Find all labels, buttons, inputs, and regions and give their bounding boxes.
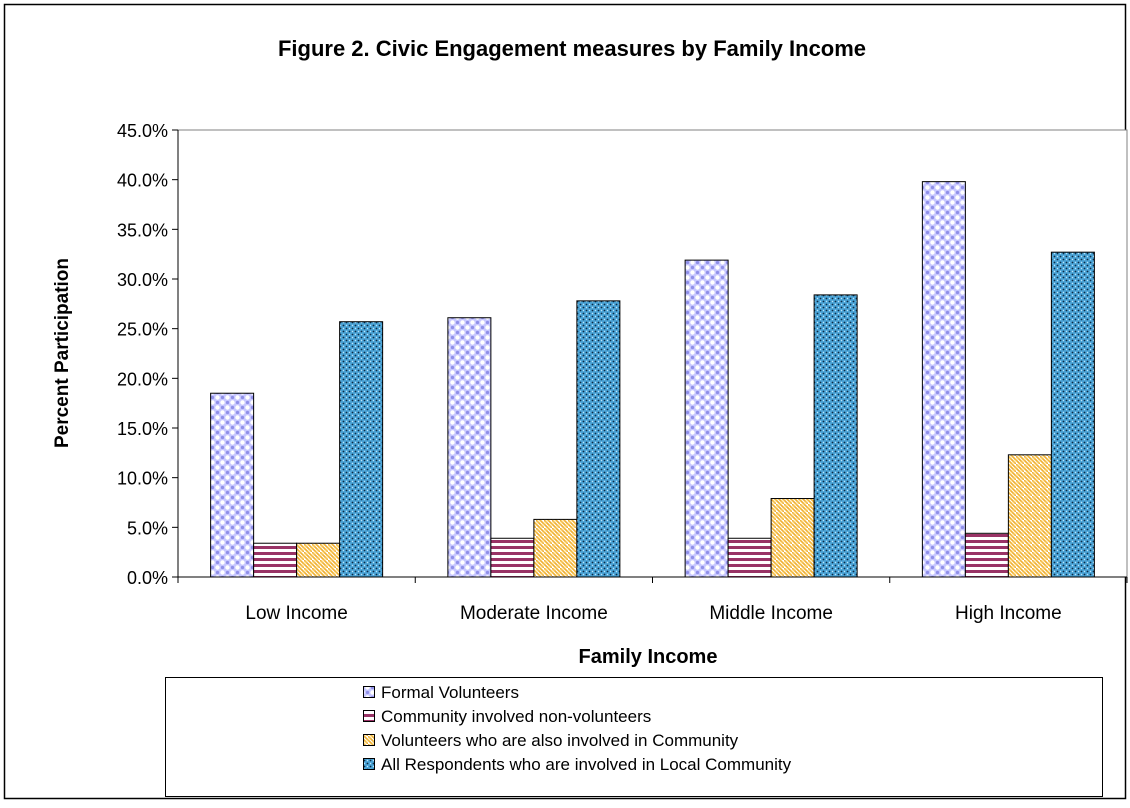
y-tick-label: 20.0% xyxy=(117,369,168,389)
bar-1-3 xyxy=(684,259,729,578)
bar-2-4 xyxy=(964,532,1009,578)
bar-4-2 xyxy=(576,300,621,578)
y-tick-label: 45.0% xyxy=(117,121,168,141)
bar-1-2 xyxy=(447,317,492,578)
legend-swatch xyxy=(363,758,375,770)
chart-title: Figure 2. Civic Engagement measures by F… xyxy=(278,36,866,61)
y-tick-label: 30.0% xyxy=(117,270,168,290)
legend-label: Volunteers who are also involved in Comm… xyxy=(381,731,739,750)
plot-area xyxy=(177,129,1128,578)
y-tick-label: 40.0% xyxy=(117,171,168,191)
y-tick-label: 25.0% xyxy=(117,320,168,340)
bar-2-2 xyxy=(490,537,535,578)
x-tick-label: Moderate Income xyxy=(460,603,608,624)
legend: Formal Volunteers Community involved non-… xyxy=(363,683,792,774)
y-tick-label: 10.0% xyxy=(117,469,168,489)
legend-swatch xyxy=(363,734,375,746)
bar-3-2 xyxy=(533,518,578,578)
bar-1-4 xyxy=(921,181,966,578)
bar-4-1 xyxy=(339,321,384,578)
y-tick-label: 15.0% xyxy=(117,419,168,439)
y-axis: 0.0% 5.0% 10.0% 15.0% 20.0% 25.0% 30.0% 35.0% 40… xyxy=(117,121,179,588)
x-axis-label: Family Income xyxy=(579,646,718,668)
legend-box xyxy=(165,677,1103,797)
y-axis-label: Percent Participation xyxy=(52,258,73,448)
bar-4-4 xyxy=(1050,251,1095,578)
x-tick-label: Middle Income xyxy=(709,603,833,624)
x-tick-label: High Income xyxy=(955,603,1062,624)
bar-4-3 xyxy=(813,294,858,578)
legend-swatch xyxy=(363,686,375,698)
bar-2-1 xyxy=(253,542,298,578)
y-tick-label: 5.0% xyxy=(127,518,168,538)
bar-3-1 xyxy=(296,542,341,578)
bar-1-1 xyxy=(210,392,255,578)
x-axis: Low Income Moderate Income Middle Income Hi… xyxy=(177,576,1128,624)
bar-3-4 xyxy=(1007,454,1052,578)
y-tick-label: 0.0% xyxy=(127,568,168,588)
legend-swatch xyxy=(363,710,375,722)
x-tick-label: Low Income xyxy=(245,603,347,624)
legend-label: Community involved non-volunteers xyxy=(381,707,651,726)
bar-2-3 xyxy=(727,537,772,578)
legend-label: All Respondents who are involved in Loca… xyxy=(381,755,792,774)
legend-label: Formal Volunteers xyxy=(381,683,519,702)
y-tick-label: 35.0% xyxy=(117,220,168,240)
bars xyxy=(210,181,1095,578)
bar-3-3 xyxy=(770,498,815,578)
